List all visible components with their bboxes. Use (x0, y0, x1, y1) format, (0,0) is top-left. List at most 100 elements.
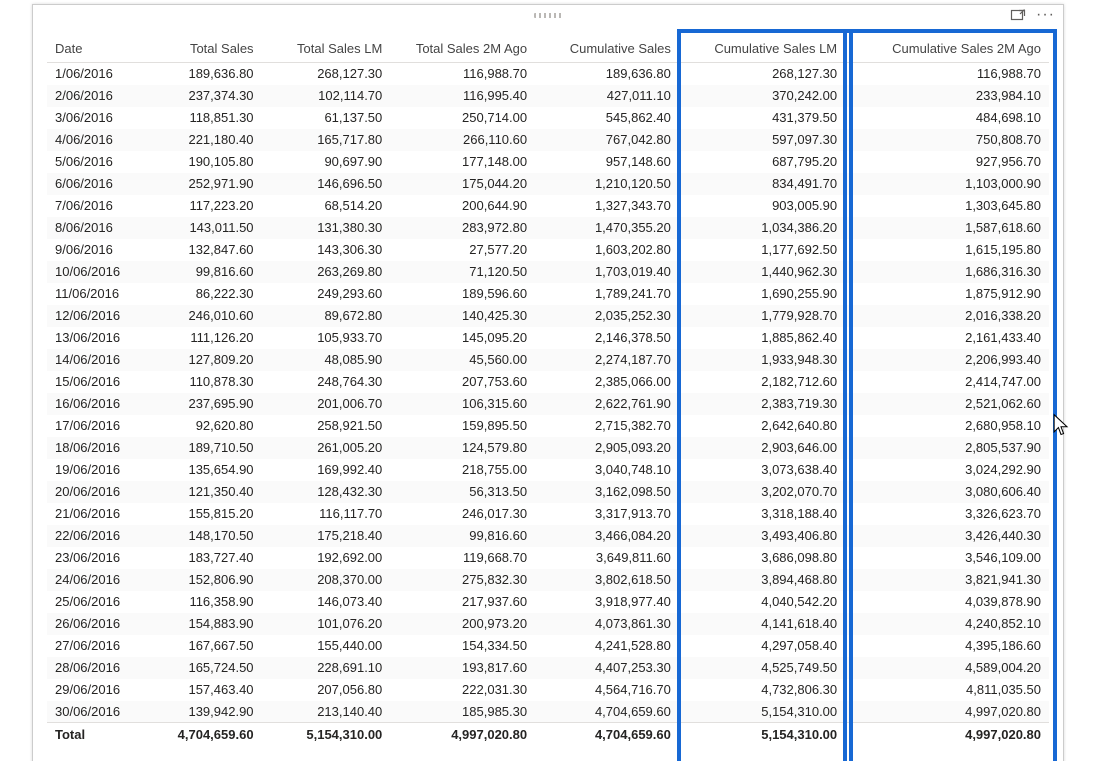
table-row[interactable]: 14/06/2016127,809.2048,085.9045,560.002,… (47, 349, 1049, 371)
cell-lm: 208,370.00 (262, 569, 391, 591)
cell-date: 23/06/2016 (47, 547, 146, 569)
table-row[interactable]: 20/06/2016121,350.40128,432.3056,313.503… (47, 481, 1049, 503)
cell-cum: 3,317,913.70 (535, 503, 679, 525)
table-visual-frame: ··· DateTotal SalesTotal Sales LMTotal S… (32, 4, 1064, 761)
focus-mode-icon[interactable] (1010, 8, 1026, 24)
cell-m2: 45,560.00 (390, 349, 535, 371)
cell-m2: 275,832.30 (390, 569, 535, 591)
table-row[interactable]: 2/06/2016237,374.30102,114.70116,995.404… (47, 85, 1049, 107)
cell-date: 3/06/2016 (47, 107, 146, 129)
cell-m2: 119,668.70 (390, 547, 535, 569)
table-row[interactable]: 3/06/2016118,851.3061,137.50250,714.0054… (47, 107, 1049, 129)
column-header-cumlm[interactable]: Cumulative Sales LM (679, 35, 845, 63)
cell-cum: 3,162,098.50 (535, 481, 679, 503)
table-row[interactable]: 25/06/2016116,358.90146,073.40217,937.60… (47, 591, 1049, 613)
cell-ts: 237,374.30 (146, 85, 262, 107)
cell-cum2m: 927,956.70 (845, 151, 1049, 173)
cell-cum: 1,470,355.20 (535, 217, 679, 239)
table-row[interactable]: 4/06/2016221,180.40165,717.80266,110.607… (47, 129, 1049, 151)
cell-cumlm: 2,182,712.60 (679, 371, 845, 393)
cell-m2: 175,044.20 (390, 173, 535, 195)
cell-cum2m: 4,997,020.80 (845, 701, 1049, 723)
table-row[interactable]: 28/06/2016165,724.50228,691.10193,817.60… (47, 657, 1049, 679)
cell-date: 13/06/2016 (47, 327, 146, 349)
table-row[interactable]: 1/06/2016189,636.80268,127.30116,988.701… (47, 63, 1049, 85)
cell-lm: 131,380.30 (262, 217, 391, 239)
table-row[interactable]: 9/06/2016132,847.60143,306.3027,577.201,… (47, 239, 1049, 261)
table-row[interactable]: 21/06/2016155,815.20116,117.70246,017.30… (47, 503, 1049, 525)
cell-lm: 228,691.10 (262, 657, 391, 679)
table-row[interactable]: 23/06/2016183,727.40192,692.00119,668.70… (47, 547, 1049, 569)
cell-date: 18/06/2016 (47, 437, 146, 459)
table-row[interactable]: 19/06/2016135,654.90169,992.40218,755.00… (47, 459, 1049, 481)
cell-lm: 128,432.30 (262, 481, 391, 503)
cell-lm: 146,696.50 (262, 173, 391, 195)
cell-cum: 545,862.40 (535, 107, 679, 129)
cell-cumlm: 3,073,638.40 (679, 459, 845, 481)
table-row[interactable]: 30/06/2016139,942.90213,140.40185,985.30… (47, 701, 1049, 723)
cell-m2: 154,334.50 (390, 635, 535, 657)
table-row[interactable]: 26/06/2016154,883.90101,076.20200,973.20… (47, 613, 1049, 635)
cell-lm: 48,085.90 (262, 349, 391, 371)
column-header-lm[interactable]: Total Sales LM (262, 35, 391, 63)
cell-lm: 105,933.70 (262, 327, 391, 349)
cell-lm: 175,218.40 (262, 525, 391, 547)
cell-cum2m: 1,303,645.80 (845, 195, 1049, 217)
cell-date: 20/06/2016 (47, 481, 146, 503)
column-header-m2[interactable]: Total Sales 2M Ago (390, 35, 535, 63)
cell-cum2m: 3,326,623.70 (845, 503, 1049, 525)
table-row[interactable]: 15/06/2016110,878.30248,764.30207,753.60… (47, 371, 1049, 393)
cell-ts: 165,724.50 (146, 657, 262, 679)
table-row[interactable]: 5/06/2016190,105.8090,697.90177,148.0095… (47, 151, 1049, 173)
cell-cum2m: 233,984.10 (845, 85, 1049, 107)
cell-ts: 86,222.30 (146, 283, 262, 305)
drag-handle-icon[interactable] (534, 13, 562, 18)
cell-ts: 157,463.40 (146, 679, 262, 701)
cell-cumlm: 597,097.30 (679, 129, 845, 151)
cell-cum: 4,407,253.30 (535, 657, 679, 679)
column-header-cum2m[interactable]: Cumulative Sales 2M Ago (845, 35, 1049, 63)
column-header-cum[interactable]: Cumulative Sales (535, 35, 679, 63)
cell-date: 9/06/2016 (47, 239, 146, 261)
cell-cum: 767,042.80 (535, 129, 679, 151)
cell-cumlm: 4,040,542.20 (679, 591, 845, 613)
table-row[interactable]: 22/06/2016148,170.50175,218.4099,816.603… (47, 525, 1049, 547)
cell-lm: 68,514.20 (262, 195, 391, 217)
cell-m2: 189,596.60 (390, 283, 535, 305)
cell-lm: 116,117.70 (262, 503, 391, 525)
table-row[interactable]: 24/06/2016152,806.90208,370.00275,832.30… (47, 569, 1049, 591)
cell-lm: 192,692.00 (262, 547, 391, 569)
table-row[interactable]: 17/06/201692,620.80258,921.50159,895.502… (47, 415, 1049, 437)
cell-cum2m: 4,039,878.90 (845, 591, 1049, 613)
table-row[interactable]: 29/06/2016157,463.40207,056.80222,031.30… (47, 679, 1049, 701)
more-options-icon[interactable]: ··· (1036, 9, 1055, 24)
cell-cum: 2,715,382.70 (535, 415, 679, 437)
table-row[interactable]: 27/06/2016167,667.50155,440.00154,334.50… (47, 635, 1049, 657)
cell-cumlm: 2,642,640.80 (679, 415, 845, 437)
table-row[interactable]: 6/06/2016252,971.90146,696.50175,044.201… (47, 173, 1049, 195)
cell-m2: 207,753.60 (390, 371, 535, 393)
table-row[interactable]: 11/06/201686,222.30249,293.60189,596.601… (47, 283, 1049, 305)
cell-cum2m: 2,206,993.40 (845, 349, 1049, 371)
table-row[interactable]: 7/06/2016117,223.2068,514.20200,644.901,… (47, 195, 1049, 217)
cell-cum: 2,035,252.30 (535, 305, 679, 327)
cell-m2: 193,817.60 (390, 657, 535, 679)
cell-cum: 3,649,811.60 (535, 547, 679, 569)
table-row[interactable]: 18/06/2016189,710.50261,005.20124,579.80… (47, 437, 1049, 459)
cell-cum: 1,703,019.40 (535, 261, 679, 283)
sales-table[interactable]: DateTotal SalesTotal Sales LMTotal Sales… (47, 35, 1049, 746)
column-header-ts[interactable]: Total Sales (146, 35, 262, 63)
cell-m2: 250,714.00 (390, 107, 535, 129)
cell-cum2m: 4,395,186.60 (845, 635, 1049, 657)
table-row[interactable]: 10/06/201699,816.60263,269.8071,120.501,… (47, 261, 1049, 283)
table-row[interactable]: 8/06/2016143,011.50131,380.30283,972.801… (47, 217, 1049, 239)
cell-cum2m: 750,808.70 (845, 129, 1049, 151)
cell-ts: 154,883.90 (146, 613, 262, 635)
table-row[interactable]: 13/06/2016111,126.20105,933.70145,095.20… (47, 327, 1049, 349)
cell-cumlm: 3,894,468.80 (679, 569, 845, 591)
table-row[interactable]: 16/06/2016237,695.90201,006.70106,315.60… (47, 393, 1049, 415)
cell-m2: 185,985.30 (390, 701, 535, 723)
cell-cumlm: 4,297,058.40 (679, 635, 845, 657)
column-header-date[interactable]: Date (47, 35, 146, 63)
table-row[interactable]: 12/06/2016246,010.6089,672.80140,425.302… (47, 305, 1049, 327)
